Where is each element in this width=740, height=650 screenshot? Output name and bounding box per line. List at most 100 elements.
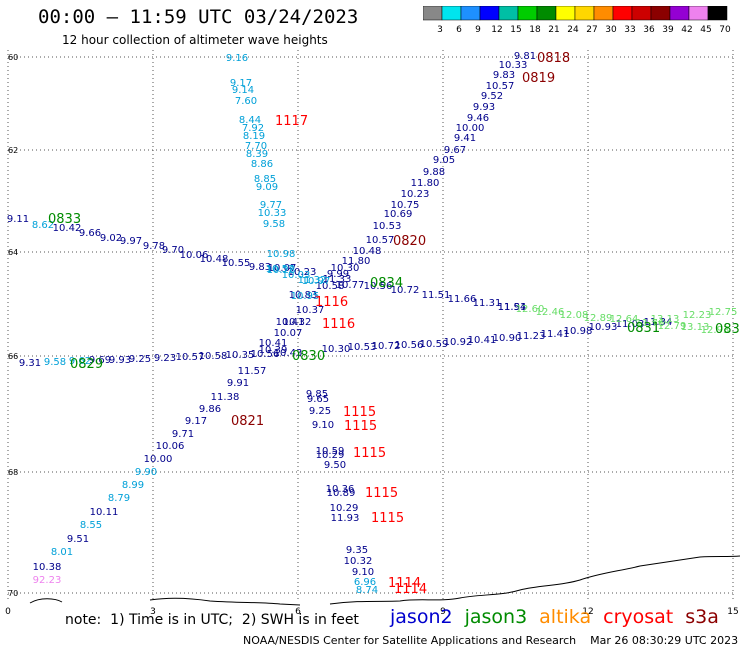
swh-value-label: 9.10 [352, 567, 374, 578]
swh-value-label: 9.93 [473, 102, 495, 113]
pass-time-label: 0820 [393, 234, 426, 249]
swh-value-label: 10.39 [259, 345, 288, 356]
swh-value-label: 9.25 [129, 354, 151, 365]
swh-value-label: 12.93 [701, 325, 730, 336]
colorbar-label: 9 [475, 25, 481, 35]
swh-value-label: 10.77 [336, 280, 365, 291]
pass-time-label: 0818 [537, 51, 570, 66]
y-tick-label: 64 [8, 248, 18, 257]
swh-value-label: 13.13 [651, 314, 680, 325]
swh-value-label: 9.46 [467, 113, 489, 124]
swh-value-label: 9.81 [514, 51, 536, 62]
swh-value-label: 12.23 [683, 310, 712, 321]
swh-value-label: 10.33 [258, 208, 287, 219]
swh-value-label: 7.70 [245, 141, 267, 152]
swh-value-label: 9.65 [307, 394, 329, 405]
swh-value-label: 10.30 [322, 344, 351, 355]
swh-value-label: 10.41 [276, 317, 305, 328]
swh-value-label: 9.85 [306, 389, 328, 400]
swh-value-label: 11.33 [323, 274, 352, 285]
swh-value-label: 9.11 [7, 214, 29, 225]
colorbar-label: 24 [567, 25, 579, 35]
x-tick-label: 15 [727, 607, 738, 617]
swh-value-label: 10.42 [53, 223, 82, 234]
swh-value-label: 10.59 [316, 446, 345, 457]
swh-value-label: 11.66 [448, 294, 477, 305]
swh-value-label: 10.58 [199, 351, 228, 362]
y-tick-label: 60 [8, 53, 18, 62]
swh-value-label: 12.46 [536, 307, 565, 318]
swh-value-label: 10.23 [401, 189, 430, 200]
swh-value-label: 9.91 [227, 378, 249, 389]
legend-item-altika: altika [539, 606, 592, 628]
swh-value-label: 9.67 [444, 145, 466, 156]
swh-value-label: 10.23 [288, 267, 317, 278]
swh-value-label: 10.38 [33, 562, 62, 573]
map-subtitle: 12 hour collection of altimeter wave hei… [62, 33, 328, 47]
swh-value-label: 8.99 [122, 480, 144, 491]
swh-value-label: 10.89 [327, 488, 356, 499]
swh-value-label: 9.86 [199, 404, 221, 415]
swh-value-label: 9.62 [69, 356, 91, 367]
swh-value-label: 9.09 [256, 182, 278, 193]
pass-time-label: 0834 [370, 276, 403, 291]
swh-value-label: 10.56 [251, 349, 280, 360]
pass-time-label: 0832 [715, 322, 740, 337]
swh-value-label: 11.34 [644, 317, 673, 328]
swh-value-label: 7.60 [235, 96, 257, 107]
swh-value-label: 10.11 [90, 507, 119, 518]
swh-value-label: 12.89 [584, 313, 613, 324]
swh-value-label: 10.57 [266, 264, 295, 275]
satellite-legend: jason2 jason3 altika cryosat s3a [390, 606, 731, 628]
y-tick-label: 62 [8, 146, 18, 155]
swh-value-label: 9.17 [230, 78, 252, 89]
swh-value-label: 10.32 [344, 556, 373, 567]
swh-value-label: 8.19 [243, 131, 265, 142]
swh-value-label: 9.99 [327, 269, 349, 280]
swh-value-label: 10.53 [348, 342, 377, 353]
swh-value-label: 10.75 [391, 200, 420, 211]
swh-value-label: 8.01 [51, 547, 73, 558]
colorbar-label: 21 [548, 25, 559, 35]
pass-time-label: 1115 [344, 419, 377, 434]
swh-value-label: 9.41 [454, 133, 476, 144]
swh-value-label: 10.07 [274, 328, 303, 339]
swh-value-label: 9.14 [232, 85, 254, 96]
swh-value-label: 8.85 [254, 174, 276, 185]
swh-value-label: 9.58 [44, 357, 66, 368]
swh-value-label: 9.23 [154, 353, 176, 364]
swh-value-label: 9.16 [226, 53, 248, 64]
x-tick-label: 12 [582, 607, 593, 617]
swh-value-label: 10.56 [395, 340, 424, 351]
swh-value-label: 10.30 [331, 263, 360, 274]
colorbar-label: 15 [510, 25, 521, 35]
x-tick-label: 6 [295, 607, 301, 617]
legend-item-cryosat: cryosat [603, 606, 674, 628]
swh-value-label: 9.70 [162, 245, 184, 256]
pass-time-label: 0819 [522, 71, 555, 86]
swh-value-label: 11.54 [498, 302, 527, 313]
colorbar-label: 18 [529, 25, 541, 35]
coastline [29, 555, 740, 606]
swh-value-label: 9.35 [346, 545, 368, 556]
swh-value-label: 8.55 [80, 520, 102, 531]
swh-value-label: 10.97 [302, 276, 331, 287]
pass-time-label: 0821 [231, 414, 264, 429]
swh-value-label: 10.32 [283, 317, 312, 328]
y-tick-label: 70 [8, 589, 18, 598]
swh-value-label: 13.13 [681, 322, 710, 333]
swh-value-label: 8.62 [32, 220, 54, 231]
track-labels: 9.31 9.58 9.629.699.939.25 9.23 10.5710.5810… [7, 51, 737, 596]
swh-value-label: 11.51 [422, 290, 451, 301]
swh-value-label: 9.02 [100, 233, 122, 244]
pass-time-label: 0833 [48, 212, 81, 227]
swh-value-label: 10.98 [564, 326, 593, 337]
swh-value-label: 9.05 [433, 155, 455, 166]
axis-labels: 0 3 6 9 12 15 60 62 64 66 68 70 [5, 53, 739, 617]
swh-value-label: 8.74 [356, 585, 378, 596]
swh-value-label: 10.57 [366, 235, 395, 246]
colorbar-label: 30 [605, 25, 617, 35]
pass-time-label: 0831 [627, 321, 660, 336]
x-tick-label: 3 [150, 607, 156, 617]
swh-value-label: 10.69 [384, 209, 413, 220]
